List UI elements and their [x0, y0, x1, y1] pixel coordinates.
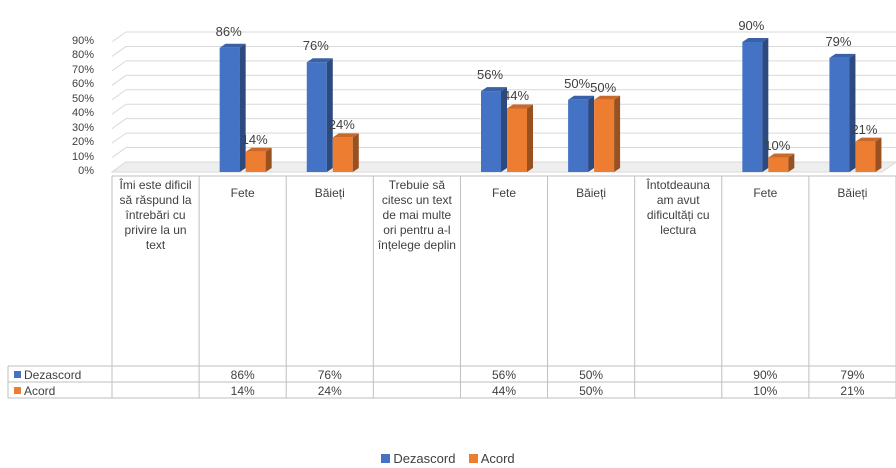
legend-label-dezascord: Dezascord	[393, 451, 456, 467]
y-tick-label: 50%	[71, 92, 94, 105]
y-tick-label: 80%	[71, 49, 94, 62]
table-cell: 90%	[753, 368, 778, 382]
category-label: Fete	[753, 186, 778, 200]
bar-top-acord	[507, 104, 533, 109]
bar-acord	[245, 151, 266, 172]
table-series-label: Dezascord	[24, 368, 82, 382]
table-series-label: Acord	[24, 384, 56, 398]
data-label-acord: 21%	[851, 121, 878, 137]
table-cell: 44%	[491, 384, 516, 398]
bar-dezascord	[742, 42, 763, 172]
table-cell: 50%	[579, 384, 604, 398]
bar-top-acord	[594, 95, 621, 100]
data-label-dezascord: 76%	[302, 38, 329, 54]
category-label: Fete	[230, 186, 255, 200]
category-label: Fete	[491, 186, 516, 200]
bar-side-dezascord	[239, 43, 246, 173]
bar-acord	[855, 141, 876, 172]
bar-top-dezascord	[481, 87, 507, 92]
data-label-dezascord: 86%	[215, 23, 242, 39]
bar-top-acord	[855, 137, 882, 142]
y-tick-label: 0%	[78, 165, 94, 177]
table-cell: 56%	[491, 368, 516, 382]
gridline-depth	[111, 118, 127, 130]
y-tick-label: 40%	[71, 107, 94, 120]
table-cell: 79%	[840, 368, 865, 382]
bar-dezascord	[481, 91, 501, 172]
bar-top-dezascord	[829, 53, 856, 58]
y-tick-label: 70%	[71, 63, 94, 76]
category-label: Trebuie să citesc un text de mai multe o…	[377, 178, 456, 252]
bar-acord	[594, 99, 615, 172]
table-legend-swatch	[14, 387, 21, 394]
data-label-acord: 24%	[328, 117, 355, 133]
bar-side-dezascord	[849, 53, 856, 173]
data-label-acord: 44%	[503, 88, 530, 104]
gridline-depth	[111, 46, 127, 57]
category-label: Băieți	[837, 186, 868, 200]
gridline-depth	[111, 89, 127, 101]
legend-swatch-acord	[468, 454, 478, 464]
table-cell: 76%	[317, 368, 342, 382]
data-label-acord: 10%	[764, 137, 791, 153]
gridline-depth	[111, 147, 127, 158]
data-label-acord: 50%	[590, 79, 617, 95]
bar-top-acord	[332, 133, 359, 138]
table-cell: 14%	[230, 384, 255, 398]
y-tick-label: 30%	[71, 121, 94, 134]
bar-side-acord	[614, 95, 621, 172]
bar-dezascord	[219, 47, 240, 172]
bar-acord	[507, 108, 527, 172]
data-label-dezascord: 90%	[738, 18, 765, 33]
data-label-dezascord: 79%	[825, 33, 852, 49]
bar-top-acord	[245, 147, 272, 152]
legend-label-acord: Acord	[480, 451, 515, 467]
bar-side-dezascord	[326, 58, 333, 172]
legend-swatch-dezascord	[381, 454, 391, 464]
bar-dezascord	[829, 57, 850, 173]
category-label: Îmi este dificil să răspund la întrebări…	[119, 178, 192, 252]
bar-side-dezascord	[588, 95, 595, 172]
y-tick-label: 60%	[71, 78, 94, 91]
data-label-acord: 14%	[241, 131, 268, 147]
y-tick-label: 20%	[71, 136, 94, 149]
bar-top-acord	[768, 153, 795, 158]
y-tick-label: 10%	[71, 150, 94, 163]
table-legend-swatch	[14, 371, 21, 378]
legend: Dezascord Acord	[0, 450, 896, 466]
table-cell: 24%	[317, 384, 342, 398]
bar-top-dezascord	[742, 38, 769, 42]
bar-side-acord	[788, 153, 795, 172]
gridline-depth	[111, 60, 127, 72]
table-cell: 21%	[840, 384, 865, 398]
table-cell: 86%	[230, 368, 255, 382]
bar-side-acord	[875, 137, 882, 172]
data-label-dezascord: 56%	[477, 67, 504, 83]
bar-side-acord	[265, 147, 272, 172]
bar-side-dezascord	[762, 38, 769, 172]
gridline-depth	[111, 103, 127, 115]
bar-side-acord	[352, 133, 359, 172]
category-label: Întotdeauna am avut dificultăți cu lectu…	[646, 178, 710, 237]
bar-top-dezascord	[219, 43, 246, 48]
y-tick-label: 90%	[71, 35, 94, 47]
category-label: Băieți	[314, 186, 345, 200]
bar-dezascord	[306, 62, 327, 172]
bar-dezascord	[568, 99, 589, 172]
bar-top-dezascord	[306, 58, 333, 63]
category-label: Băieți	[576, 186, 607, 200]
table-cell: 10%	[753, 384, 778, 398]
gridline-depth	[111, 31, 127, 43]
bar-top-dezascord	[568, 95, 595, 100]
bar-side-acord	[527, 104, 533, 172]
bar-acord	[332, 137, 353, 172]
data-label-dezascord: 50%	[564, 75, 591, 91]
bar-acord	[768, 157, 789, 172]
bar-side-dezascord	[501, 87, 507, 172]
gridline-depth	[111, 74, 127, 86]
table-cell: 50%	[579, 368, 604, 382]
gridline-depth	[111, 132, 127, 144]
